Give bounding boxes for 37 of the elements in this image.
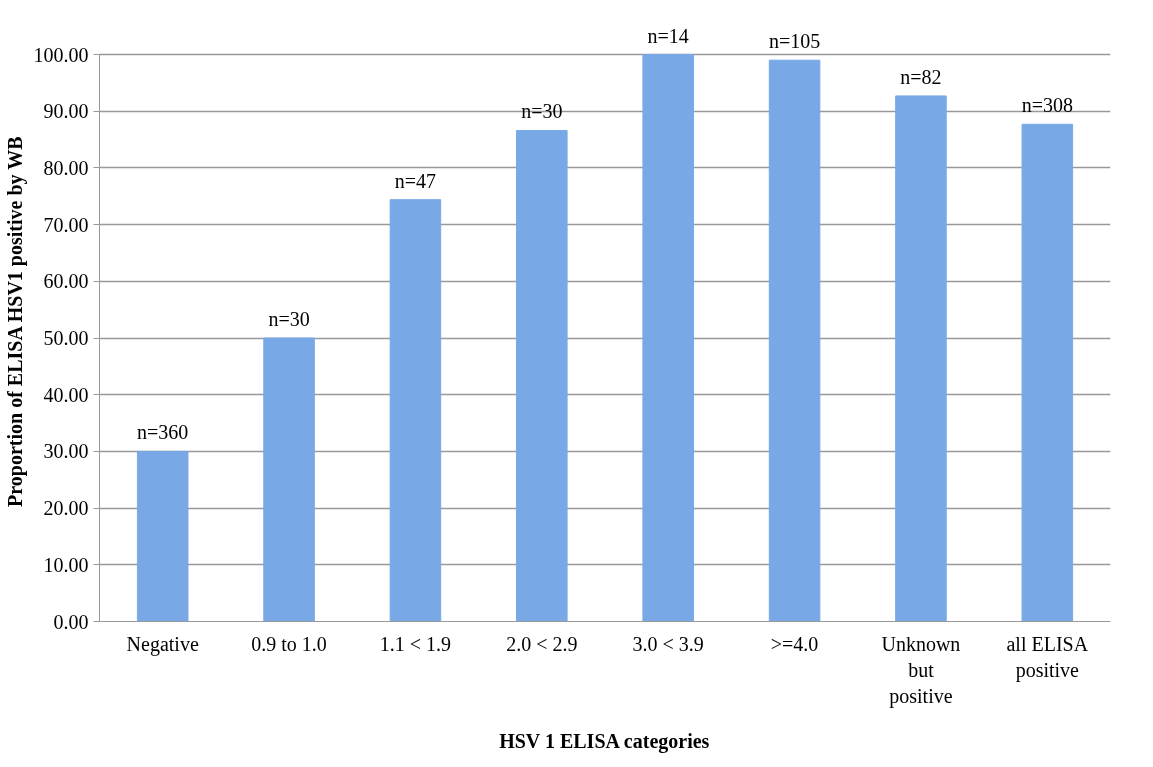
y-tick-label: 50.00 [43, 327, 89, 350]
y-tick-label: 30.00 [43, 440, 89, 463]
y-axis-title: Proportion of ELISA HSV1 positive by WB [3, 136, 27, 507]
bar [768, 59, 821, 622]
annotation: n=30 [268, 308, 310, 331]
annotation: n=30 [521, 100, 563, 123]
y-tick-label: 10.00 [43, 553, 89, 576]
x-axis-title: HSV 1 ELISA categories [499, 730, 710, 754]
x-tick-label: 3.0 < 3.9 [632, 632, 704, 655]
annotation: n=47 [394, 169, 437, 192]
bar [263, 337, 315, 622]
y-tick-label: 100.00 [33, 43, 89, 66]
x-tick-label: 0.9 to 1.0 [251, 632, 327, 655]
x-tick-label: 2.0 < 2.9 [506, 632, 578, 655]
y-tick-label: 0.00 [53, 610, 89, 633]
y-tick-label: 70.00 [43, 213, 89, 236]
y-tick-label: 60.00 [43, 270, 89, 293]
y-tick-label: 80.00 [43, 156, 89, 179]
y-tick-label: 20.00 [43, 497, 89, 520]
annotation: n=14 [647, 24, 689, 47]
y-tick-label: 90.00 [43, 100, 89, 123]
bar [136, 450, 189, 622]
bar [516, 129, 568, 622]
y-tick-label: 40.00 [43, 383, 89, 406]
x-tick-label: >=4.0 [770, 632, 819, 655]
annotation: n=308 [1021, 94, 1073, 117]
annotation: n=360 [137, 421, 189, 444]
x-tick-label: Unknown but positive [881, 632, 961, 709]
annotation: n=105 [768, 30, 821, 53]
x-tick-label: Negative [126, 632, 199, 656]
annotation: n=82 [900, 65, 942, 88]
bar [642, 54, 694, 622]
bar [895, 95, 947, 622]
x-tick-label: all ELISA positive [1006, 632, 1089, 682]
bar [1021, 123, 1074, 622]
x-tick-label: 1.1 < 1.9 [379, 632, 452, 655]
bar [389, 199, 442, 622]
